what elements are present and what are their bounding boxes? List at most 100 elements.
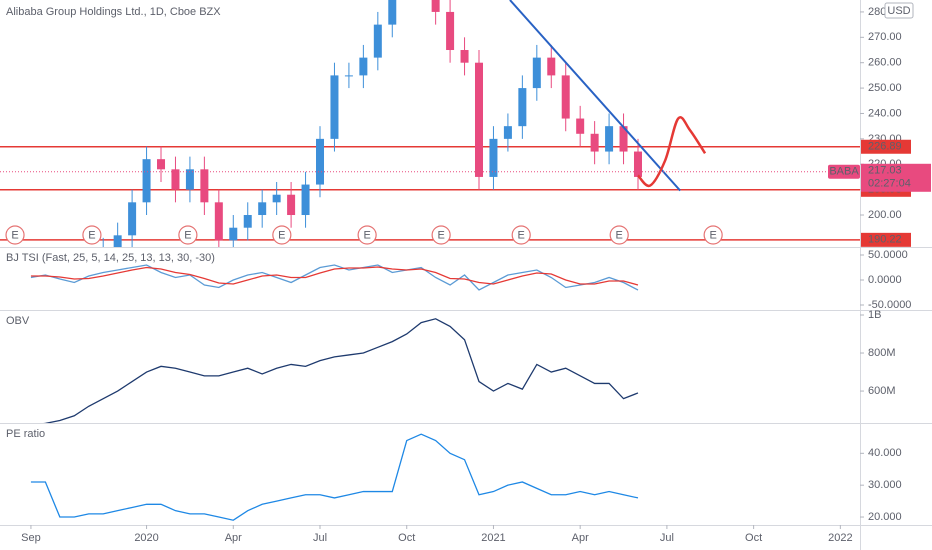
- x-tick-label: Sep: [21, 532, 41, 544]
- candle-body: [272, 194, 281, 203]
- overlay: 200.00210.00220.00230.00240.00250.00260.…: [6, 2, 931, 544]
- earnings-marker: [82, 225, 102, 245]
- x-tick-label: Jul: [660, 532, 674, 544]
- series-line: [43, 318, 639, 423]
- candle-body: [316, 138, 325, 185]
- earnings-marker: [609, 225, 629, 245]
- candle-body: [532, 57, 541, 89]
- candle-body: [518, 88, 527, 127]
- candle-body: [619, 126, 628, 152]
- y-tick-label: 50.0000: [868, 249, 908, 261]
- series-line: [30, 433, 639, 521]
- candle-body: [547, 57, 556, 76]
- projection-curve: [637, 116, 707, 188]
- pane-title: PE ratio: [6, 428, 45, 440]
- candle-body: [142, 159, 151, 203]
- x-tick-label: 2021: [481, 532, 505, 544]
- candle-body: [590, 133, 599, 152]
- candle-body: [258, 202, 267, 216]
- candle-body: [474, 62, 483, 177]
- earnings-marker: [511, 225, 531, 245]
- tsi-pane: [30, 264, 639, 291]
- pane-title: Alibaba Group Holdings Ltd., 1D, Cboe BZ…: [6, 6, 221, 18]
- pane-title: OBV: [6, 315, 30, 327]
- y-tick-label: 40.000: [868, 447, 902, 459]
- x-tick-label: 2022: [828, 532, 852, 544]
- symbol-box: [828, 164, 860, 179]
- y-tick-label: -50.0000: [868, 299, 911, 311]
- x-tick-label: Oct: [398, 532, 415, 544]
- earnings-label: E: [88, 229, 95, 241]
- trendline: [509, 0, 681, 192]
- countdown-label: 02:27:04: [868, 178, 911, 190]
- candle-body: [128, 202, 137, 236]
- earnings-label: E: [363, 229, 370, 241]
- candle-body: [359, 57, 368, 76]
- candle-body: [605, 126, 614, 152]
- level-label: 190.22: [868, 234, 902, 246]
- candle-body: [576, 118, 585, 134]
- candle-body: [388, 0, 397, 25]
- symbol-label: BABA: [829, 166, 859, 178]
- candle-body: [330, 75, 339, 139]
- earnings-label: E: [11, 229, 18, 241]
- candle-body: [344, 75, 353, 77]
- series-line: [30, 264, 639, 291]
- level-label: 226.89: [868, 141, 902, 153]
- last-price-label: 217.03: [868, 165, 902, 177]
- currency-label: USD: [887, 5, 910, 17]
- earnings-label: E: [278, 229, 285, 241]
- y-tick-label: 250.00: [868, 82, 902, 94]
- x-tick-label: Apr: [572, 532, 589, 544]
- candle-body: [373, 24, 382, 58]
- y-tick-label: 200.00: [868, 209, 902, 221]
- candle-body: [431, 0, 440, 12]
- earnings-label: E: [709, 229, 716, 241]
- x-tick-label: Apr: [225, 532, 242, 544]
- candle-body: [301, 184, 310, 216]
- earnings-marker: [178, 225, 198, 245]
- y-tick-label: 20.000: [868, 511, 902, 523]
- earnings-label: E: [518, 229, 525, 241]
- earnings-label: E: [616, 229, 623, 241]
- earnings-marker: [272, 225, 292, 245]
- earnings-marker: [5, 225, 25, 245]
- earnings-marker: [431, 225, 451, 245]
- y-tick-label: 240.00: [868, 107, 902, 119]
- candle-body: [633, 151, 642, 177]
- x-tick-label: Oct: [745, 532, 762, 544]
- y-tick-label: 600M: [868, 385, 896, 397]
- level-label-box: [861, 232, 911, 247]
- y-tick-label: 270.00: [868, 31, 902, 43]
- last-price-box: [861, 163, 931, 192]
- obv-pane: [43, 318, 639, 423]
- earnings-marker: [357, 225, 377, 245]
- pe-pane: [30, 433, 639, 521]
- y-tick-label: 0.0000: [868, 274, 902, 286]
- currency-box: [884, 2, 914, 19]
- candle-body: [200, 169, 209, 203]
- x-tick-label: Jul: [313, 532, 327, 544]
- earnings-label: E: [437, 229, 444, 241]
- y-tick-label: 30.000: [868, 479, 902, 491]
- candle-body: [171, 169, 180, 190]
- y-tick-label: 260.00: [868, 57, 902, 69]
- earnings-label: E: [184, 229, 191, 241]
- y-tick-label: 800M: [868, 347, 896, 359]
- level-label-box: [861, 139, 911, 154]
- candle-body: [503, 126, 512, 139]
- pane-title: BJ TSI (Fast, 25, 5, 14, 25, 13, 13, 30,…: [6, 252, 215, 264]
- candle-body: [460, 50, 469, 63]
- earnings-marker: [703, 225, 723, 245]
- candle-body: [229, 227, 238, 241]
- candle-body: [157, 159, 166, 170]
- x-tick-label: 2020: [134, 532, 158, 544]
- candle-body: [287, 194, 296, 216]
- candle-body: [214, 202, 223, 241]
- y-tick-label: 1B: [868, 309, 881, 321]
- candle-body: [446, 11, 455, 51]
- candle-body: [561, 75, 570, 119]
